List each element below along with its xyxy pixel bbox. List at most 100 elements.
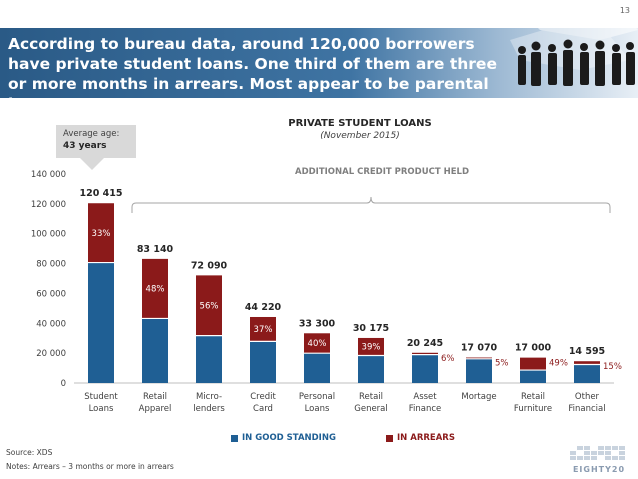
logo-grid-cell xyxy=(612,451,618,455)
category-label: Card xyxy=(253,404,273,414)
bar-arrears xyxy=(520,357,546,371)
category-label: Micro- xyxy=(196,392,222,402)
category-label: Furniture xyxy=(514,404,552,414)
y-tick-label: 20 000 xyxy=(36,349,66,359)
callout-pointer xyxy=(80,158,104,170)
bar-good-standing xyxy=(358,355,384,383)
bar-arrears xyxy=(412,352,438,355)
logo-grid-cell xyxy=(577,451,583,455)
logo-grid-cell xyxy=(570,456,576,460)
y-tick-label: 140 000 xyxy=(31,170,66,180)
y-tick-label: 60 000 xyxy=(36,289,66,299)
category-label: Finance xyxy=(409,404,442,414)
legend-label-good-standing: IN GOOD STANDING xyxy=(242,433,336,443)
legend-item-arrears: IN ARREARS xyxy=(386,433,455,443)
arrears-note: Notes: Arrears – 3 months or more in arr… xyxy=(6,462,174,471)
additional-product-brace xyxy=(131,196,611,213)
average-age-value: 43 years xyxy=(63,141,107,151)
logo-grid-cell xyxy=(598,446,604,450)
bar-arrears xyxy=(304,333,330,354)
legend-swatch-arrears xyxy=(386,434,393,442)
bar-total-label: 44 220 xyxy=(245,302,282,313)
source-note: Source: XDS xyxy=(6,448,53,457)
arrears-share-label: 15% xyxy=(603,362,622,372)
logo-grid-cell xyxy=(570,446,576,450)
bar-total-label: 20 245 xyxy=(407,338,443,349)
logo-grid-cell xyxy=(619,451,625,455)
category-label: lenders xyxy=(193,404,225,414)
bar-arrears xyxy=(88,203,114,263)
bar-arrears xyxy=(466,357,492,359)
arrears-share-label: 48% xyxy=(146,285,165,295)
bar-good-standing xyxy=(196,335,222,383)
logo-grid-cell xyxy=(577,456,583,460)
average-age-callout: Average age: 43 years xyxy=(56,125,136,158)
chart-subtitle: (November 2015) xyxy=(320,131,400,141)
bar-good-standing xyxy=(142,318,168,383)
legend-label-arrears: IN ARREARS xyxy=(397,433,455,443)
category-label: Credit xyxy=(250,392,276,402)
arrears-share-label: 5% xyxy=(495,359,509,369)
category-label: Financial xyxy=(568,404,605,414)
y-tick-label: 40 000 xyxy=(36,319,66,329)
bar-total-label: 17 000 xyxy=(515,343,552,354)
logo-text: EIGHTY20 xyxy=(572,465,626,474)
category-label: Other xyxy=(575,392,600,402)
arrears-share-label: 37% xyxy=(254,325,273,335)
logo-grid-cell xyxy=(570,451,576,455)
logo-grid-cell xyxy=(619,456,625,460)
category-label: Apparel xyxy=(139,404,172,414)
arrears-share-label: 40% xyxy=(308,339,327,349)
logo-grid-cell xyxy=(598,451,604,455)
bar-good-standing xyxy=(304,353,330,383)
bar-arrears xyxy=(142,258,168,319)
logo-grid-cell xyxy=(612,456,618,460)
bar-good-standing xyxy=(520,370,546,383)
logo-grid-cell xyxy=(619,446,625,450)
bar-good-standing xyxy=(412,354,438,383)
logo-grid-cell xyxy=(605,451,611,455)
arrears-share-label: 6% xyxy=(441,354,455,364)
additional-product-label: ADDITIONAL CREDIT PRODUCT HELD xyxy=(294,167,470,177)
arrears-share-label: 56% xyxy=(200,302,219,312)
legend-item-good-standing: IN GOOD STANDING xyxy=(231,433,336,443)
legend: IN GOOD STANDING IN ARREARS xyxy=(0,433,638,447)
bar-total-label: 120 415 xyxy=(80,188,123,199)
logo-grid-cell xyxy=(605,456,611,460)
category-label: Loans xyxy=(89,404,114,414)
bar-good-standing xyxy=(466,358,492,383)
y-tick-label: 0 xyxy=(61,379,66,389)
y-tick-label: 100 000 xyxy=(31,230,66,240)
bar-total-label: 14 595 xyxy=(569,346,605,357)
category-label: Retail xyxy=(521,392,545,402)
bar-arrears xyxy=(574,361,600,365)
logo-grid-cell xyxy=(584,456,590,460)
headline: According to bureau data, around 120,000… xyxy=(8,35,497,113)
category-label: Personal xyxy=(299,392,335,402)
logo-grid-cell xyxy=(577,446,583,450)
bar-total-label: 30 175 xyxy=(353,323,389,334)
category-label: Retail xyxy=(143,392,167,402)
category-label: Mortage xyxy=(461,392,496,402)
page-number: 13 xyxy=(619,6,630,15)
bar-arrears xyxy=(196,275,222,336)
category-label: Asset xyxy=(413,392,437,402)
bar-arrears xyxy=(250,316,276,342)
category-label: Student xyxy=(84,392,118,402)
logo-grid-cell xyxy=(584,446,590,450)
legend-swatch-good-standing xyxy=(231,434,238,442)
bar-arrears xyxy=(358,337,384,356)
average-age-label: Average age: xyxy=(63,129,120,139)
bar-good-standing xyxy=(250,341,276,383)
bar-good-standing xyxy=(88,262,114,383)
logo-grid-cell xyxy=(598,456,604,460)
chart-title: PRIVATE STUDENT LOANS xyxy=(288,118,432,129)
bar-total-label: 33 300 xyxy=(299,318,336,329)
arrears-share-label: 49% xyxy=(549,359,568,369)
logo-grid-icon xyxy=(570,446,625,460)
y-tick-label: 120 000 xyxy=(31,200,66,210)
business-people-graphic xyxy=(510,0,638,86)
logo-grid-cell xyxy=(591,446,597,450)
arrears-share-label: 39% xyxy=(362,343,381,353)
